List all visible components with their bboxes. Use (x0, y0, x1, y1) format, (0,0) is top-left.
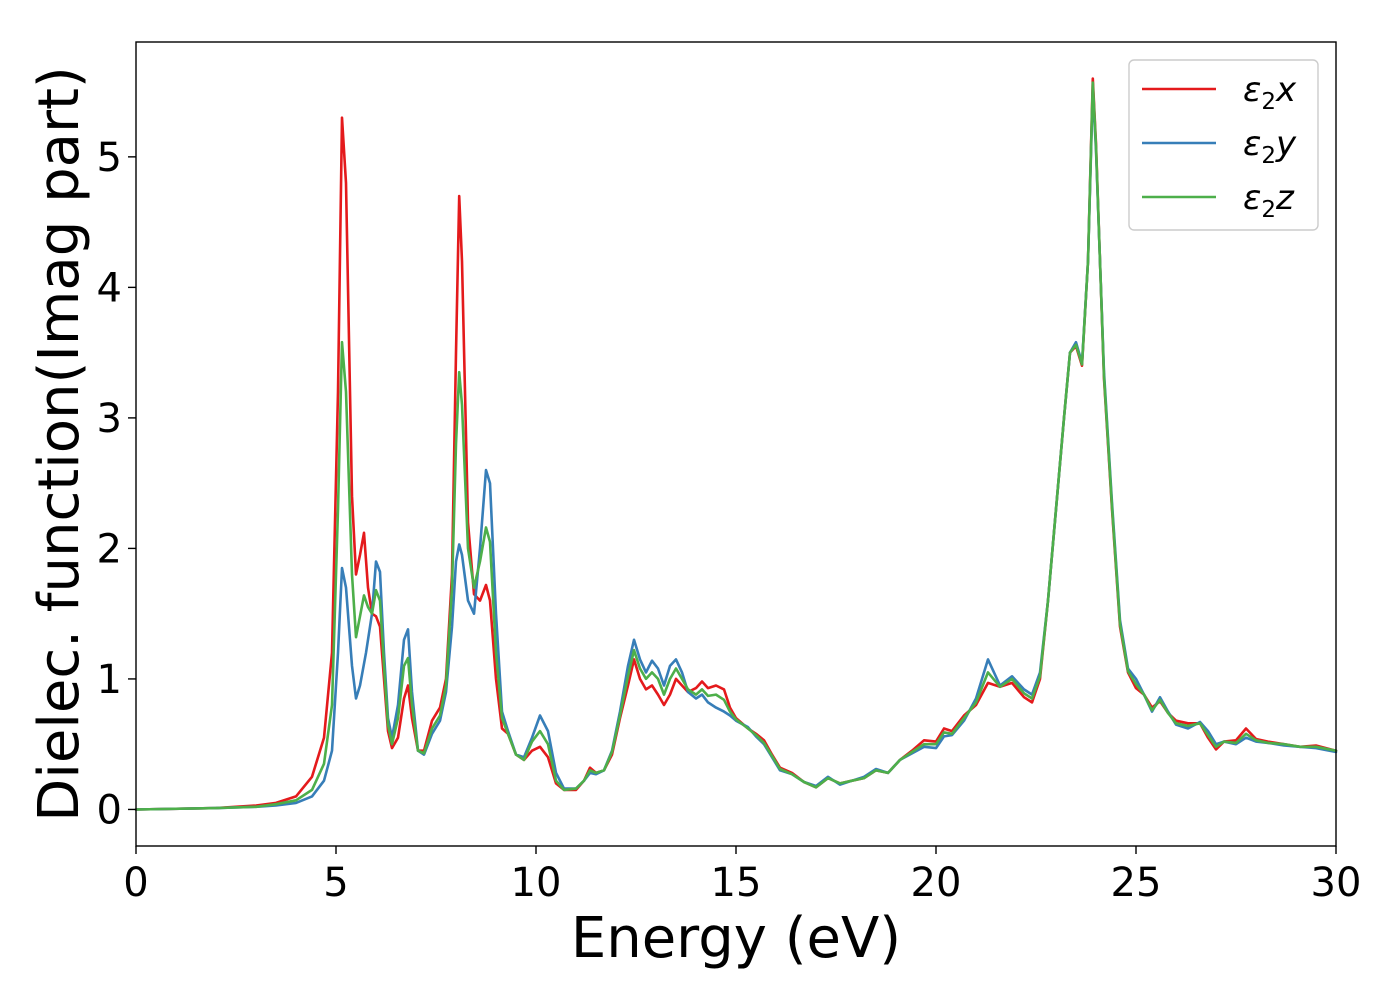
y-tick-label: 4 (97, 265, 122, 311)
series-line-z (134, 81, 1338, 811)
legend-label-y: ε2y (1243, 124, 1297, 169)
x-tick-label: 15 (711, 860, 762, 906)
y-axis: 0 1 2 3 4 5 (97, 135, 136, 833)
legend-label-subscript: 2 (1261, 89, 1276, 115)
series-layer (134, 77, 1338, 811)
x-tick-label: 30 (1311, 860, 1362, 906)
legend-label-z: ε2z (1243, 178, 1295, 223)
legend-label-symbol: ε (1243, 70, 1261, 110)
x-tick-label: 0 (123, 860, 148, 906)
legend-label-component: z (1275, 178, 1295, 218)
legend-label-subscript: 2 (1261, 197, 1276, 223)
x-axis: 0 5 10 15 20 25 30 (123, 846, 1361, 906)
legend-label-symbol: ε (1243, 124, 1261, 164)
y-axis-title: Dielec. function(Imag part) (27, 66, 92, 822)
y-tick-label: 5 (97, 135, 122, 181)
legend-label-component: y (1275, 124, 1297, 164)
y-tick-label: 1 (97, 657, 122, 703)
legend-box (1128, 59, 1319, 231)
x-axis-title: Energy (eV) (571, 906, 901, 971)
y-tick-label: 0 (97, 787, 122, 833)
legend-label-component: x (1275, 70, 1297, 110)
y-tick-label: 3 (97, 396, 122, 442)
x-tick-label: 20 (911, 860, 962, 906)
x-tick-label: 25 (1111, 860, 1162, 906)
legend-label-x: ε2x (1243, 70, 1297, 115)
legend-label-subscript: 2 (1261, 143, 1276, 169)
x-tick-label: 5 (323, 860, 348, 906)
y-tick-label: 2 (97, 526, 122, 572)
x-tick-label: 10 (511, 860, 562, 906)
legend-label-symbol: ε (1243, 178, 1261, 218)
